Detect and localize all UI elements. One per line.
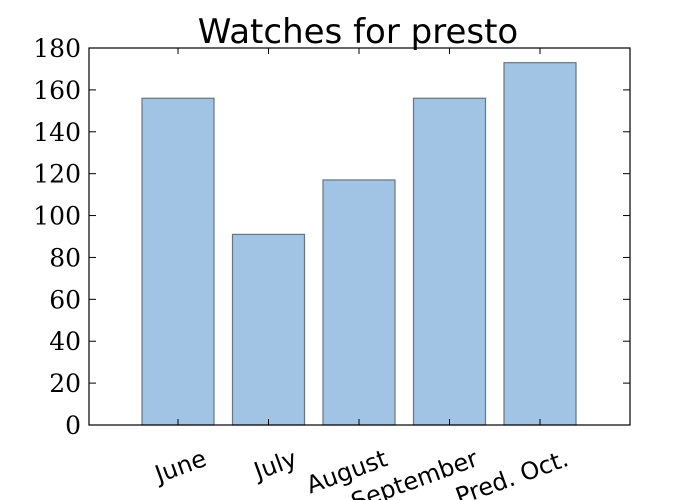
y-tick-label: 60	[49, 285, 81, 314]
y-tick-label: 0	[65, 411, 81, 440]
plot-area-frame	[88, 47, 631, 426]
y-tick-label: 180	[33, 34, 81, 63]
y-tick-label: 120	[33, 160, 81, 189]
x-tick-label: July	[249, 444, 301, 486]
bars-group	[141, 62, 577, 426]
y-tick-label: 100	[33, 202, 81, 231]
y-axis: 0 20 40 60 80 100 120 140 160 180	[33, 34, 630, 440]
bar-pred-oct	[503, 62, 577, 426]
y-tick-label: 80	[49, 243, 81, 272]
x-tick-label: June	[149, 444, 210, 489]
y-tick-label: 20	[49, 369, 81, 398]
y-tick-label: 140	[33, 118, 81, 147]
chart-title: Watches for presto	[198, 12, 518, 52]
bar-july	[231, 233, 306, 426]
y-tick-label: 160	[33, 76, 81, 105]
y-tick-label: 40	[49, 327, 81, 356]
bar-september	[412, 97, 487, 426]
bar-june	[141, 97, 215, 426]
bar-august	[322, 179, 396, 426]
